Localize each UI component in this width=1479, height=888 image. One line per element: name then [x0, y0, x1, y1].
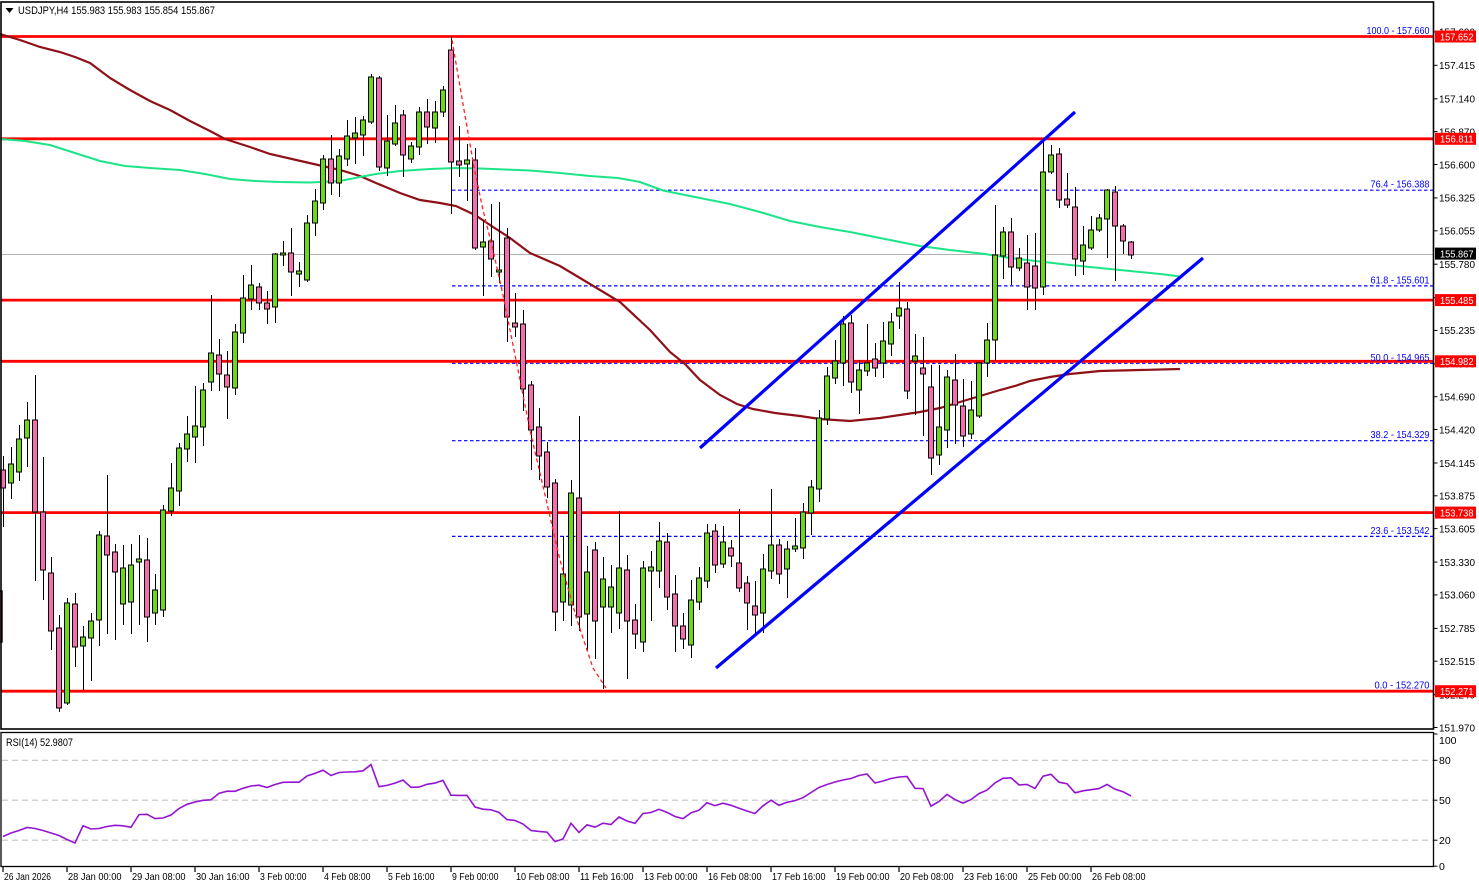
svg-text:156.325: 156.325 [1439, 193, 1475, 205]
svg-text:154.420: 154.420 [1439, 424, 1475, 436]
svg-text:29 Jan 08:00: 29 Jan 08:00 [132, 872, 186, 883]
svg-text:11 Feb 16:00: 11 Feb 16:00 [580, 872, 634, 883]
svg-text:152.785: 152.785 [1439, 623, 1475, 635]
svg-text:38.2 - 154.329: 38.2 - 154.329 [1371, 429, 1430, 441]
svg-text:154.982: 154.982 [1440, 356, 1474, 368]
svg-text:76.4 - 156.388: 76.4 - 156.388 [1371, 179, 1430, 191]
svg-text:17 Feb 16:00: 17 Feb 16:00 [772, 872, 826, 883]
svg-text:26 Jan 2026: 26 Jan 2026 [4, 872, 51, 883]
svg-text:155.235: 155.235 [1439, 325, 1475, 337]
svg-text:157.415: 157.415 [1439, 60, 1475, 72]
svg-text:100: 100 [1439, 735, 1457, 747]
svg-text:13 Feb 00:00: 13 Feb 00:00 [644, 872, 698, 883]
svg-text:25 Feb 00:00: 25 Feb 00:00 [1028, 872, 1082, 883]
svg-text:19 Feb 00:00: 19 Feb 00:00 [836, 872, 890, 883]
svg-text:16 Feb 08:00: 16 Feb 08:00 [708, 872, 762, 883]
svg-text:20: 20 [1439, 835, 1451, 847]
svg-text:4 Feb 08:00: 4 Feb 08:00 [324, 872, 371, 883]
svg-text:28 Jan 00:00: 28 Jan 00:00 [68, 872, 122, 883]
svg-text:152.271: 152.271 [1440, 686, 1474, 698]
svg-text:153.060: 153.060 [1439, 590, 1475, 602]
svg-text:100.0 - 157.660: 100.0 - 157.660 [1367, 25, 1430, 37]
svg-text:0: 0 [1439, 861, 1445, 873]
svg-text:156.055: 156.055 [1439, 226, 1475, 238]
svg-text:3 Feb 00:00: 3 Feb 00:00 [260, 872, 307, 883]
svg-text:30 Jan 16:00: 30 Jan 16:00 [196, 872, 250, 883]
svg-text:154.145: 154.145 [1439, 458, 1475, 470]
svg-text:5 Feb 16:00: 5 Feb 16:00 [388, 872, 435, 883]
svg-text:23.6 - 153.542: 23.6 - 153.542 [1371, 525, 1430, 537]
svg-text:153.875: 153.875 [1439, 491, 1475, 503]
svg-text:156.600: 156.600 [1439, 159, 1475, 171]
svg-text:50.0 - 154.965: 50.0 - 154.965 [1371, 352, 1430, 364]
svg-text:153.330: 153.330 [1439, 557, 1475, 569]
svg-text:23 Feb 16:00: 23 Feb 16:00 [964, 872, 1018, 883]
svg-text:153.605: 153.605 [1439, 523, 1475, 535]
svg-text:RSI(14) 52.9807: RSI(14) 52.9807 [6, 737, 73, 749]
svg-text:151.970: 151.970 [1439, 722, 1475, 734]
svg-text:0.0 - 152.270: 0.0 - 152.270 [1375, 680, 1430, 692]
svg-text:50: 50 [1439, 795, 1451, 807]
svg-text:156.811: 156.811 [1440, 134, 1474, 146]
svg-text:61.8 - 155.601: 61.8 - 155.601 [1371, 274, 1430, 286]
svg-text:20 Feb 08:00: 20 Feb 08:00 [900, 872, 954, 883]
svg-text:153.738: 153.738 [1440, 508, 1474, 520]
svg-text:80: 80 [1439, 755, 1451, 767]
svg-text:155.485: 155.485 [1440, 295, 1474, 307]
svg-text:9 Feb 00:00: 9 Feb 00:00 [452, 872, 499, 883]
svg-text:155.780: 155.780 [1439, 259, 1475, 271]
svg-text:26 Feb 08:00: 26 Feb 08:00 [1092, 872, 1146, 883]
svg-text:157.652: 157.652 [1440, 31, 1474, 43]
svg-text:152.515: 152.515 [1439, 656, 1475, 668]
svg-text:10 Feb 08:00: 10 Feb 08:00 [516, 872, 570, 883]
svg-text:155.867: 155.867 [1440, 249, 1474, 261]
svg-text:157.140: 157.140 [1439, 94, 1475, 106]
svg-text:USDJPY,H4 155.983 155.983 155: USDJPY,H4 155.983 155.983 155.854 155.86… [18, 5, 215, 17]
svg-text:154.690: 154.690 [1439, 392, 1475, 404]
